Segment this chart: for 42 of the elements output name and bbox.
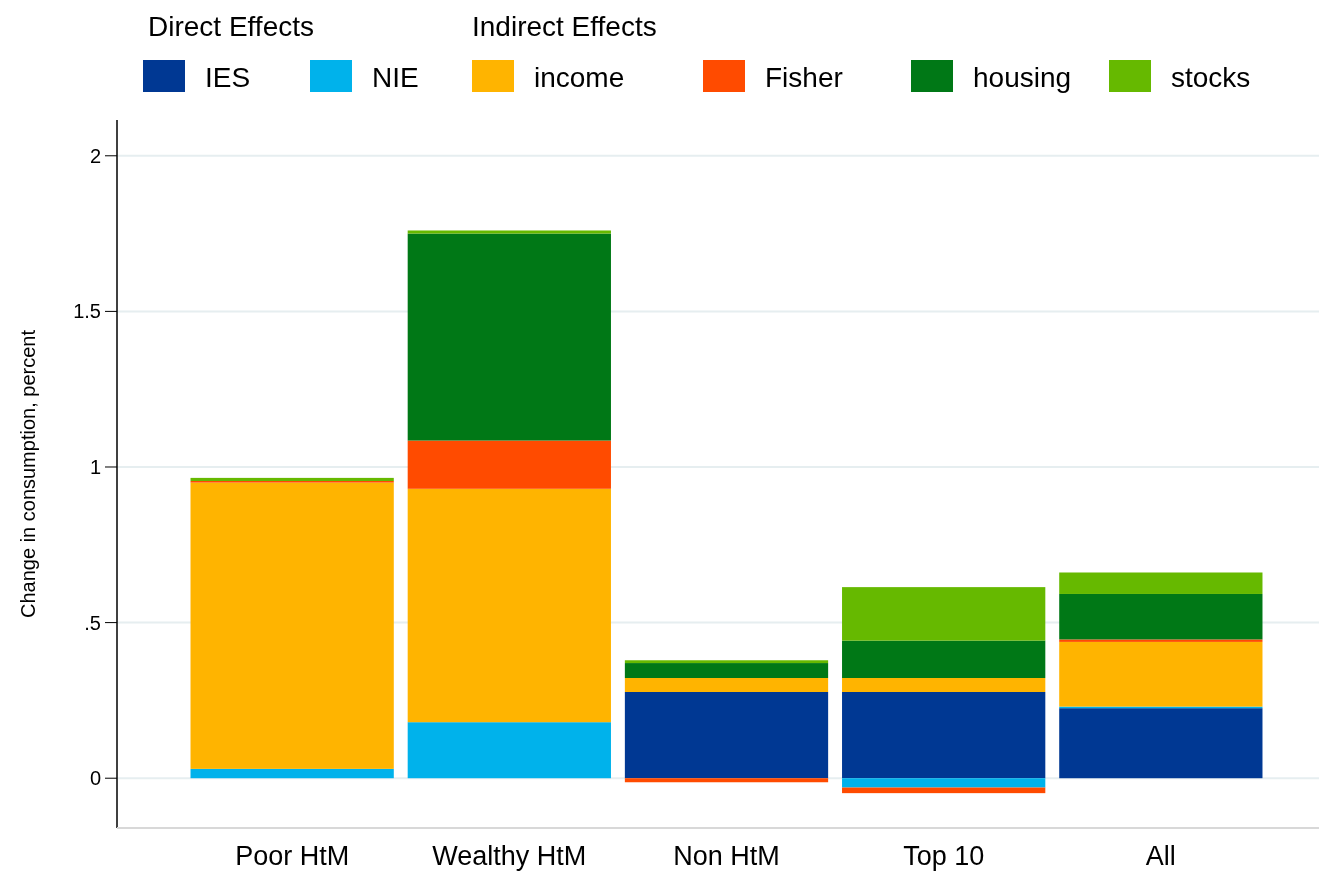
x-tick-label: Wealthy HtM — [432, 841, 587, 871]
y-tick-label: 2 — [89, 144, 101, 167]
text: Direct Effects — [148, 11, 314, 42]
bar — [190, 768, 394, 779]
bar — [407, 233, 611, 441]
bar — [624, 660, 829, 664]
bar — [1059, 641, 1263, 707]
x-tick-label: All — [1145, 841, 1176, 871]
y-tick-label: 1.5 — [73, 300, 101, 323]
bar — [1059, 593, 1263, 640]
bar — [1059, 708, 1263, 779]
y-tick-label: 0 — [89, 767, 101, 790]
legend-label: IES — [205, 62, 251, 93]
bar — [407, 440, 611, 489]
text: Indirect Effects — [472, 11, 657, 42]
bar — [190, 477, 394, 481]
bar — [624, 663, 829, 678]
bar — [842, 587, 1046, 641]
bar — [842, 678, 1046, 692]
bar — [842, 778, 1046, 788]
bar — [624, 678, 829, 692]
bar — [1059, 572, 1263, 594]
y-axis-title: Change in consumption, percent — [17, 329, 39, 618]
y-tick-label: .5 — [84, 611, 101, 634]
bar — [842, 640, 1046, 678]
legend-label: NIE — [372, 62, 419, 93]
x-tick-label: Poor HtM — [235, 841, 350, 871]
x-tick-label: Non HtM — [673, 841, 780, 871]
bar — [624, 692, 829, 779]
bar — [190, 482, 394, 769]
bar — [407, 488, 611, 723]
legend-label: income — [534, 62, 625, 93]
bar — [407, 230, 611, 234]
bar — [624, 778, 829, 783]
bar — [407, 722, 611, 779]
bar — [842, 692, 1046, 779]
legend-label: Fisher — [765, 62, 843, 93]
legend-label: housing — [973, 62, 1072, 93]
y-tick-label: 1 — [89, 456, 101, 478]
legend-label: stocks — [1171, 62, 1251, 93]
x-tick-label: Top 10 — [903, 841, 985, 871]
bar — [1059, 639, 1263, 642]
